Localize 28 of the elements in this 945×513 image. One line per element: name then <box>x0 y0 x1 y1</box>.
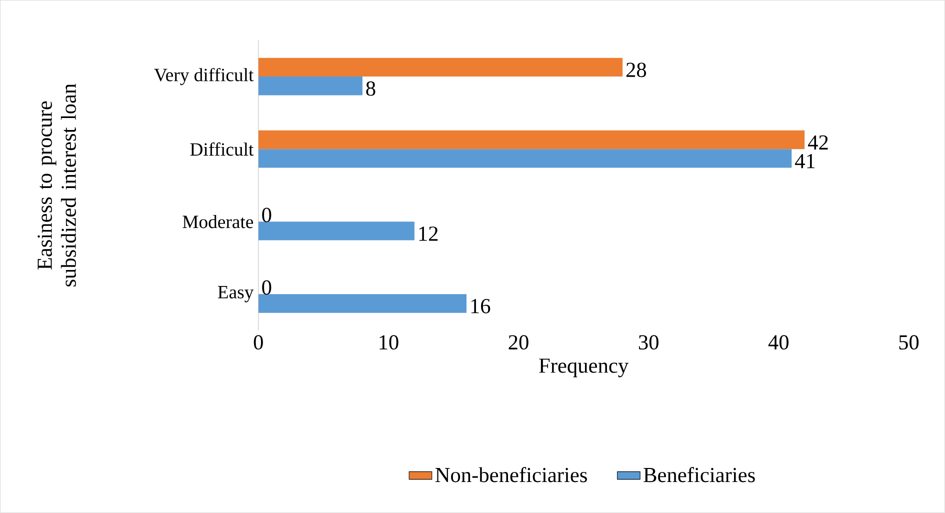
x-tick-label: 30 <box>638 335 658 350</box>
data-label: 8 <box>366 81 376 96</box>
data-label: 0 <box>262 208 272 222</box>
y-tick-label: Easy <box>218 286 254 302</box>
bar <box>258 58 623 77</box>
data-label: 12 <box>419 226 438 241</box>
y-tick-label: Difficult <box>190 142 254 156</box>
data-label: 0 <box>262 280 272 295</box>
legend-label: Beneficiaries <box>644 467 755 482</box>
data-label: 16 <box>471 299 490 314</box>
y-axis-title: Easiness to procure subsidized interest loan <box>38 84 76 287</box>
legend-label: Non-beneficiaries <box>435 467 587 482</box>
bar <box>258 294 466 313</box>
x-axis-title: Frequency <box>539 358 629 378</box>
bar <box>258 149 792 168</box>
bar <box>258 130 805 150</box>
bar <box>258 76 362 96</box>
x-tick-label: 50 <box>899 335 919 350</box>
data-label: 42 <box>808 135 828 150</box>
x-tick-label: 40 <box>768 335 789 350</box>
x-tick-label: 0 <box>254 335 263 350</box>
y-tick-label: Moderate <box>182 215 254 228</box>
data-label: 41 <box>795 154 815 168</box>
x-tick-label: 20 <box>508 335 528 350</box>
bar <box>258 222 414 240</box>
x-tick-label: 10 <box>380 335 398 350</box>
data-label: 28 <box>626 62 646 78</box>
y-tick-label: Very difficult <box>154 68 254 86</box>
